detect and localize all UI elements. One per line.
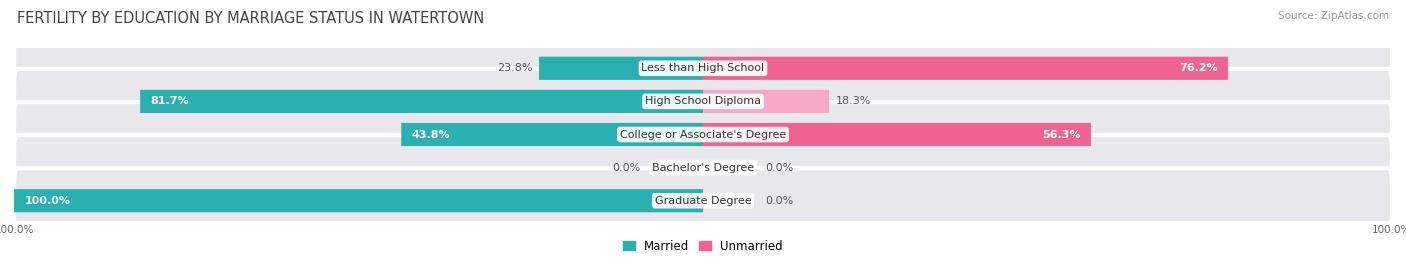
FancyBboxPatch shape — [14, 69, 1392, 134]
FancyBboxPatch shape — [14, 189, 703, 212]
Text: 23.8%: 23.8% — [496, 63, 531, 73]
Text: Source: ZipAtlas.com: Source: ZipAtlas.com — [1278, 11, 1389, 21]
Text: 0.0%: 0.0% — [765, 162, 793, 173]
FancyBboxPatch shape — [14, 135, 1392, 200]
Text: College or Associate's Degree: College or Associate's Degree — [620, 129, 786, 140]
Text: High School Diploma: High School Diploma — [645, 96, 761, 107]
Text: FERTILITY BY EDUCATION BY MARRIAGE STATUS IN WATERTOWN: FERTILITY BY EDUCATION BY MARRIAGE STATU… — [17, 11, 484, 26]
Text: 18.3%: 18.3% — [837, 96, 872, 107]
Legend: Married, Unmarried: Married, Unmarried — [623, 240, 783, 253]
Text: Graduate Degree: Graduate Degree — [655, 196, 751, 206]
Text: Bachelor's Degree: Bachelor's Degree — [652, 162, 754, 173]
Text: 56.3%: 56.3% — [1042, 129, 1081, 140]
Text: 43.8%: 43.8% — [412, 129, 450, 140]
FancyBboxPatch shape — [401, 123, 703, 146]
FancyBboxPatch shape — [14, 168, 1392, 233]
FancyBboxPatch shape — [14, 102, 1392, 167]
FancyBboxPatch shape — [14, 36, 1392, 101]
Text: 76.2%: 76.2% — [1178, 63, 1218, 73]
FancyBboxPatch shape — [538, 57, 703, 80]
FancyBboxPatch shape — [703, 57, 1227, 80]
Text: 0.0%: 0.0% — [765, 196, 793, 206]
FancyBboxPatch shape — [703, 123, 1091, 146]
Text: 81.7%: 81.7% — [150, 96, 188, 107]
Text: 100.0%: 100.0% — [24, 196, 70, 206]
FancyBboxPatch shape — [703, 90, 830, 113]
FancyBboxPatch shape — [141, 90, 703, 113]
Text: Less than High School: Less than High School — [641, 63, 765, 73]
Text: 0.0%: 0.0% — [613, 162, 641, 173]
